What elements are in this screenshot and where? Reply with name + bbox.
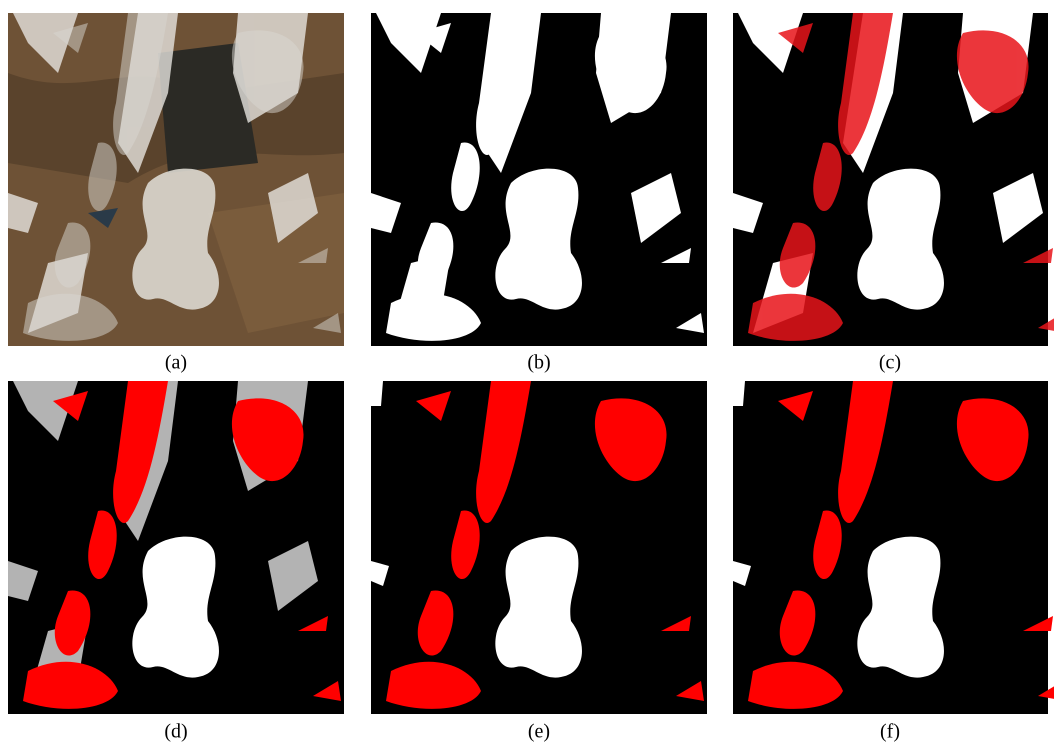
figure: (a) (b) (c) (d) (e) (f) bbox=[0, 0, 1054, 746]
panel-label: (c) bbox=[879, 352, 901, 374]
panel-label: (d) bbox=[164, 721, 187, 743]
panel-d bbox=[8, 381, 344, 714]
panel-label: (e) bbox=[528, 721, 550, 743]
page: {"panels": [ {"label": "(a)"}, {"label":… bbox=[0, 0, 1054, 746]
panel-label: (f) bbox=[880, 721, 900, 743]
panel-c bbox=[733, 13, 1054, 346]
panel-e bbox=[371, 381, 707, 714]
panel-f bbox=[733, 381, 1054, 714]
panel-a bbox=[8, 13, 344, 346]
panel-label: (a) bbox=[165, 352, 187, 374]
panel-label: (b) bbox=[527, 352, 550, 374]
panel-b bbox=[371, 13, 707, 346]
